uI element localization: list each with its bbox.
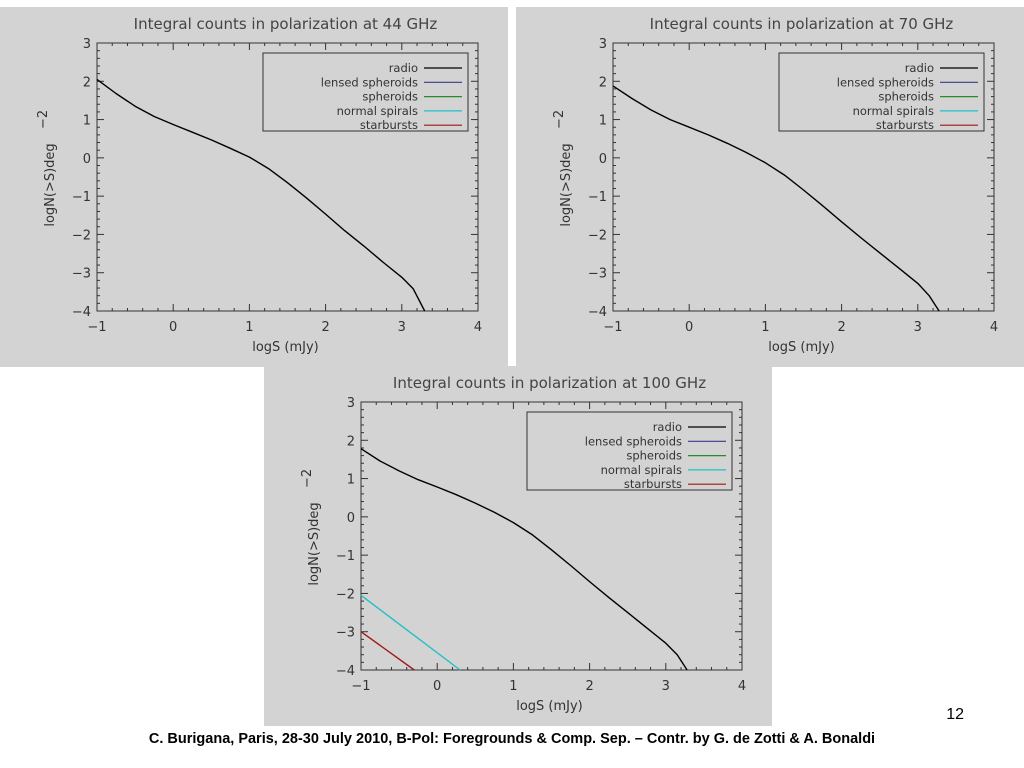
chart-44ghz: Integral counts in polarization at 44 GH… xyxy=(36,15,482,355)
plot-frame xyxy=(96,42,479,312)
y-tick-label: −3 xyxy=(72,267,91,282)
footer-caption: C. Burigana, Paris, 28-30 July 2010, B-P… xyxy=(148,731,876,747)
legend-box xyxy=(262,52,469,132)
x-tick-label: 3 xyxy=(398,320,406,335)
y-tick-label: −1 xyxy=(72,190,91,205)
y-tick-label: 1 xyxy=(599,114,607,129)
x-tick-label: 1 xyxy=(509,679,517,694)
legend-label: radio xyxy=(905,61,934,75)
legend-label: spheroids xyxy=(362,90,418,104)
y-tick-label: 1 xyxy=(347,473,355,488)
chart-100ghz: Integral counts in polarization at 100 G… xyxy=(300,374,746,714)
y-tick-label: −2 xyxy=(336,587,355,602)
y-tick-label: 2 xyxy=(347,434,355,449)
series-line-starbursts xyxy=(360,631,415,671)
y-tick-label: −1 xyxy=(336,549,355,564)
y-tick-label: −4 xyxy=(336,664,355,679)
chart-70ghz: Integral counts in polarization at 70 GH… xyxy=(552,15,998,355)
y-axis-label-text: logN(>S)deg xyxy=(559,143,574,226)
legend-label: radio xyxy=(389,61,418,75)
y-axis-label-exponent: −2 xyxy=(300,469,315,488)
y-tick-label: 1 xyxy=(83,114,91,129)
chart-panel-70ghz: Integral counts in polarization at 70 GH… xyxy=(516,7,1024,367)
y-tick-label: −2 xyxy=(588,228,607,243)
x-tick-label: 2 xyxy=(585,679,593,694)
x-tick-label: 2 xyxy=(837,320,845,335)
x-tick-label: −1 xyxy=(351,679,370,694)
series-line-radio xyxy=(612,85,940,312)
chart-title: Integral counts in polarization at 44 GH… xyxy=(134,15,438,33)
y-tick-label: −4 xyxy=(588,305,607,320)
y-tick-label: 2 xyxy=(599,75,607,90)
y-axis-label: logN(>S)deg −2 xyxy=(552,110,574,227)
y-axis-label-text: logN(>S)deg xyxy=(307,502,322,585)
chart-panel-100ghz: Integral counts in polarization at 100 G… xyxy=(264,366,772,726)
y-tick-label: −1 xyxy=(588,190,607,205)
legend-label: starbursts xyxy=(876,118,934,132)
x-tick-label: 3 xyxy=(914,320,922,335)
y-tick-label: 0 xyxy=(599,152,607,167)
plot-frame xyxy=(612,42,995,312)
y-tick-label: −2 xyxy=(72,228,91,243)
x-axis-label: logS (mJy) xyxy=(252,340,319,355)
y-tick-label: 3 xyxy=(599,37,607,52)
legend-label: normal spirals xyxy=(601,463,682,477)
y-tick-label: 3 xyxy=(83,37,91,52)
legend-box xyxy=(778,52,985,132)
x-tick-label: 1 xyxy=(245,320,253,335)
legend-label: spheroids xyxy=(878,90,934,104)
y-tick-label: 2 xyxy=(83,75,91,90)
x-tick-label: 1 xyxy=(761,320,769,335)
series-line-radio xyxy=(96,78,426,312)
x-axis-label: logS (mJy) xyxy=(516,699,583,714)
y-tick-label: 3 xyxy=(347,396,355,411)
y-tick-label: −4 xyxy=(72,305,91,320)
chart-title: Integral counts in polarization at 100 G… xyxy=(393,374,706,392)
page-number: 12 xyxy=(946,706,964,723)
legend-label: radio xyxy=(653,420,682,434)
x-tick-label: 3 xyxy=(662,679,670,694)
legend-label: lensed spheroids xyxy=(585,434,682,448)
x-tick-label: 0 xyxy=(433,679,441,694)
y-tick-label: 0 xyxy=(83,152,91,167)
x-tick-label: 4 xyxy=(738,679,746,694)
legend-label: lensed spheroids xyxy=(321,75,418,89)
y-axis-label: logN(>S)deg −2 xyxy=(300,469,322,586)
legend-label: starbursts xyxy=(360,118,418,132)
y-axis-label-text: logN(>S)deg xyxy=(43,143,58,226)
chart-panel-44ghz: Integral counts in polarization at 44 GH… xyxy=(0,7,508,367)
x-tick-label: 4 xyxy=(990,320,998,335)
y-axis-label-exponent: −2 xyxy=(552,110,567,129)
legend-box xyxy=(526,411,733,491)
x-tick-label: 0 xyxy=(685,320,693,335)
series-line-normal-spirals xyxy=(360,594,461,671)
y-axis-label-exponent: −2 xyxy=(36,110,51,129)
y-tick-label: −3 xyxy=(336,626,355,641)
legend-label: spheroids xyxy=(626,449,682,463)
x-tick-label: 4 xyxy=(474,320,482,335)
legend-label: normal spirals xyxy=(853,104,934,118)
x-tick-label: −1 xyxy=(87,320,106,335)
x-tick-label: 2 xyxy=(321,320,329,335)
plot-frame xyxy=(360,401,743,671)
legend-label: lensed spheroids xyxy=(837,75,934,89)
legend-label: starbursts xyxy=(624,477,682,491)
x-tick-label: −1 xyxy=(603,320,622,335)
legend-label: normal spirals xyxy=(337,104,418,118)
x-axis-label: logS (mJy) xyxy=(768,340,835,355)
y-tick-label: −3 xyxy=(588,267,607,282)
y-axis-label: logN(>S)deg −2 xyxy=(36,110,58,227)
chart-title: Integral counts in polarization at 70 GH… xyxy=(650,15,954,33)
series-line-radio xyxy=(360,448,688,671)
y-tick-label: 0 xyxy=(347,511,355,526)
x-tick-label: 0 xyxy=(169,320,177,335)
